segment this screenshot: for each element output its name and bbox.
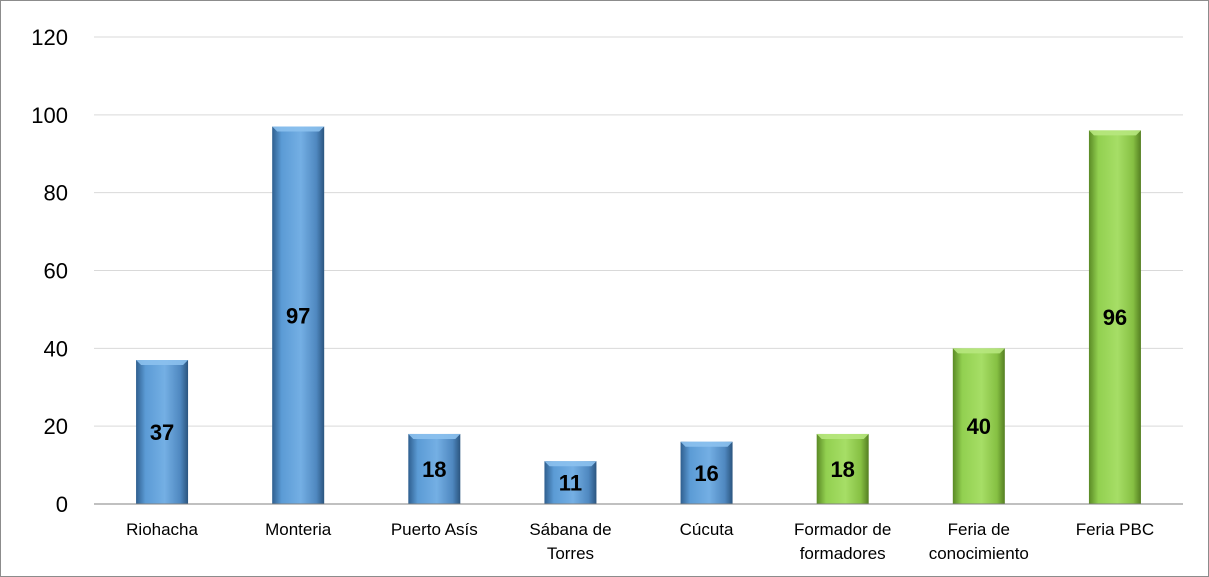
x-tick-label: conocimiento	[929, 544, 1029, 563]
data-label: 37	[150, 420, 174, 445]
bar-body	[136, 360, 189, 504]
bar-bevel	[952, 348, 1005, 354]
x-tick-label: Cúcuta	[680, 520, 734, 539]
y-tick-label: 40	[44, 336, 68, 361]
bar-bevel	[1088, 130, 1141, 136]
x-tick-label: Feria de	[948, 520, 1010, 539]
bar-bevel	[136, 360, 189, 366]
bar	[952, 348, 1005, 504]
data-label: 16	[694, 461, 718, 486]
bar-bevel	[680, 441, 733, 447]
y-tick-label: 120	[31, 25, 68, 50]
y-tick-label: 60	[44, 259, 68, 284]
data-label: 96	[1103, 305, 1127, 330]
bar	[544, 461, 597, 504]
bar-bevel	[544, 461, 597, 467]
data-label: 18	[422, 457, 446, 482]
bar	[136, 360, 189, 504]
x-tick-label: Feria PBC	[1076, 520, 1154, 539]
data-label: 97	[286, 303, 310, 328]
data-label: 18	[830, 457, 854, 482]
bar	[1088, 130, 1141, 504]
x-tick-label: Riohacha	[126, 520, 198, 539]
x-axis-category-labels: Riohacha Monteria Puerto Asís Sábana de Torr…	[126, 520, 1154, 563]
bar-body	[1088, 130, 1141, 504]
bar-body	[272, 126, 325, 504]
bar-bevel	[408, 433, 461, 439]
x-tick-label: Puerto Asís	[391, 520, 478, 539]
gridlines	[94, 36, 1183, 427]
bar-body	[952, 348, 1005, 504]
x-tick-label: formadores	[800, 544, 886, 563]
bar-bevel	[272, 126, 325, 132]
bar	[680, 441, 733, 504]
bars	[136, 126, 1141, 504]
data-label: 11	[559, 471, 582, 496]
y-tick-label: 0	[56, 492, 68, 517]
bar	[272, 126, 325, 504]
bar-body	[816, 433, 869, 504]
bar-bevel	[816, 433, 869, 439]
bar-body	[680, 441, 733, 504]
x-tick-label: Torres	[547, 544, 594, 563]
data-label: 40	[967, 414, 991, 439]
x-tick-label: Sábana de	[529, 520, 611, 539]
x-tick-label: Monteria	[265, 520, 332, 539]
y-axis-tick-labels: 0 20 40 60 80 100 120	[31, 25, 68, 517]
x-tick-label: Formador de	[794, 520, 891, 539]
data-labels: 37 97 18 11 16 18 40 96	[150, 303, 1127, 495]
bar	[408, 433, 461, 504]
y-tick-label: 20	[44, 414, 68, 439]
bar	[816, 433, 869, 504]
bar-body	[544, 461, 597, 504]
bar-body	[408, 433, 461, 504]
y-tick-label: 100	[31, 103, 68, 128]
y-tick-label: 80	[44, 181, 68, 206]
